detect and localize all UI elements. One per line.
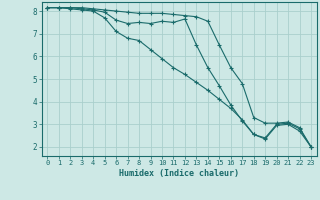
X-axis label: Humidex (Indice chaleur): Humidex (Indice chaleur) (119, 169, 239, 178)
